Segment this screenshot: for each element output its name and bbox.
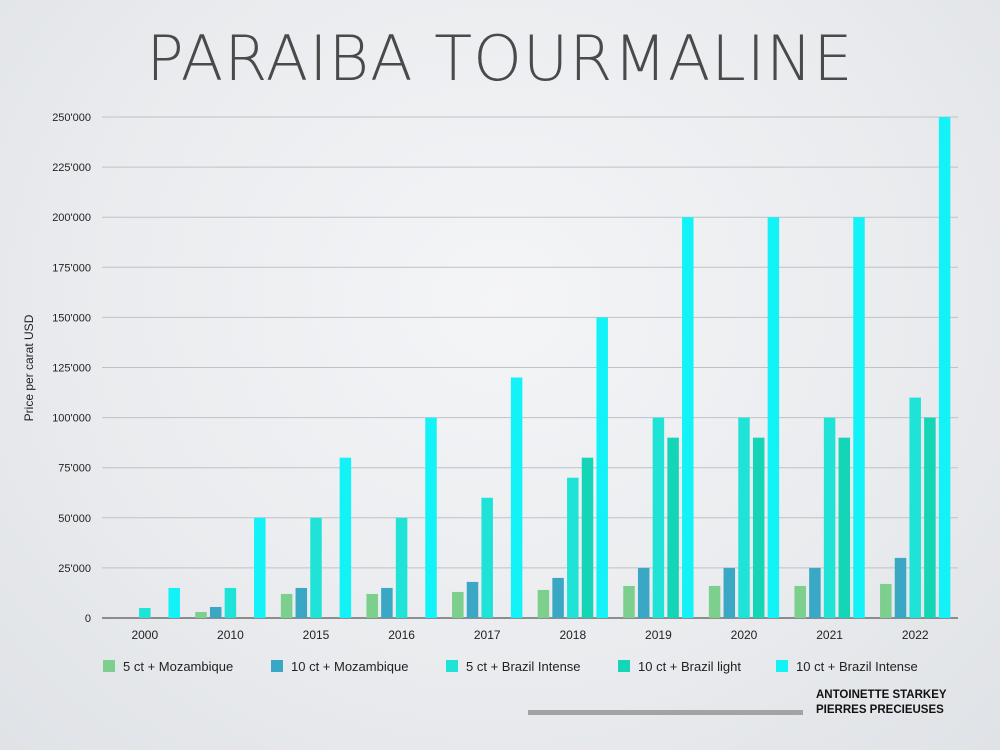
bar — [823, 417, 836, 618]
bar — [195, 611, 207, 618]
bar — [537, 589, 550, 618]
y-tick-label: 150'000 — [52, 312, 91, 324]
y-axis-label: Price per carat USD — [22, 314, 36, 421]
legend-swatch — [271, 660, 283, 672]
bar — [623, 585, 635, 618]
bar — [738, 417, 750, 618]
y-tick-label: 75'000 — [58, 463, 91, 475]
x-tick-label: 2022 — [902, 628, 929, 642]
bar — [510, 377, 523, 618]
brand-underline — [528, 710, 803, 715]
bar — [809, 567, 821, 618]
legend-swatch — [103, 660, 115, 672]
x-tick-label: 2000 — [131, 628, 158, 642]
x-tick-label: 2015 — [303, 628, 330, 642]
y-tick-label: 125'000 — [52, 363, 91, 375]
bar — [723, 567, 736, 618]
gridlines — [102, 116, 958, 619]
legend-swatch — [446, 660, 458, 672]
bar — [767, 217, 780, 618]
bar — [682, 217, 694, 618]
legend: 5 ct + Mozambique 10 ct + Mozambique 5 ct … — [103, 659, 918, 674]
bar — [708, 585, 721, 618]
bar — [853, 217, 865, 618]
x-tick-label: 2020 — [731, 628, 758, 642]
bar — [168, 587, 180, 618]
brand-line-1: ANTOINETTE STARKEY — [816, 689, 947, 701]
legend-swatch — [776, 660, 788, 672]
bar — [938, 117, 951, 618]
y-tick-label: 0 — [85, 613, 91, 625]
legend-label: 10 ct + Brazil Intense — [796, 659, 918, 674]
bar — [596, 317, 608, 618]
x-tick-label: 2021 — [816, 628, 843, 642]
y-tick-label: 250'000 — [52, 112, 91, 124]
bar — [381, 587, 393, 618]
bar — [924, 417, 936, 618]
y-tick-label: 50'000 — [58, 513, 91, 525]
bar — [466, 581, 479, 618]
y-axis-ticks: 0 25'000 50'000 75'000 100'000 125'000 150'000… — [52, 112, 91, 625]
x-tick-label: 2010 — [217, 628, 244, 642]
bar — [366, 593, 378, 618]
x-axis-ticks: 2000 2010 2015 2016 2017 2018 2019 2020 2021 2022 — [131, 628, 928, 642]
y-tick-label: 100'000 — [52, 413, 91, 425]
bar — [581, 457, 594, 618]
x-tick-label: 2019 — [645, 628, 672, 642]
bar — [667, 437, 679, 618]
bar — [339, 457, 352, 618]
y-tick-label: 175'000 — [52, 262, 91, 274]
x-tick-label: 2018 — [559, 628, 586, 642]
legend-label: 5 ct + Brazil Intense — [466, 659, 581, 674]
brand-line-2: PIERRES PRECIEUSES — [816, 704, 944, 716]
y-tick-label: 200'000 — [52, 212, 91, 224]
bar — [838, 437, 851, 618]
y-tick-label: 225'000 — [52, 162, 91, 174]
bar — [209, 606, 222, 618]
bar — [794, 585, 806, 618]
bar — [637, 567, 650, 618]
brand-signature: ANTOINETTE STARKEY PIERRES PRECIEUSES — [816, 688, 947, 718]
bar — [295, 587, 308, 618]
bar — [894, 557, 907, 618]
bar — [425, 417, 437, 618]
legend-label: 5 ct + Mozambique — [123, 659, 233, 674]
bar — [880, 583, 892, 618]
legend-label: 10 ct + Brazil light — [638, 659, 741, 674]
bar — [909, 397, 921, 618]
bar — [452, 591, 464, 618]
bar — [652, 417, 665, 618]
legend-label: 10 ct + Mozambique — [291, 659, 408, 674]
bar — [139, 607, 151, 618]
bar — [552, 577, 564, 618]
bar — [752, 437, 765, 618]
x-tick-label: 2017 — [474, 628, 501, 642]
bar — [224, 587, 237, 618]
bars — [139, 117, 951, 618]
bar — [254, 517, 266, 618]
legend-swatch — [618, 660, 630, 672]
bar — [567, 477, 579, 618]
x-tick-label: 2016 — [388, 628, 415, 642]
bar — [280, 593, 293, 618]
bar — [310, 517, 322, 618]
y-tick-label: 25'000 — [58, 563, 91, 575]
bar — [481, 497, 493, 618]
bar — [395, 517, 408, 618]
chart-title: PARAIBA TOURMALINE — [146, 22, 854, 95]
